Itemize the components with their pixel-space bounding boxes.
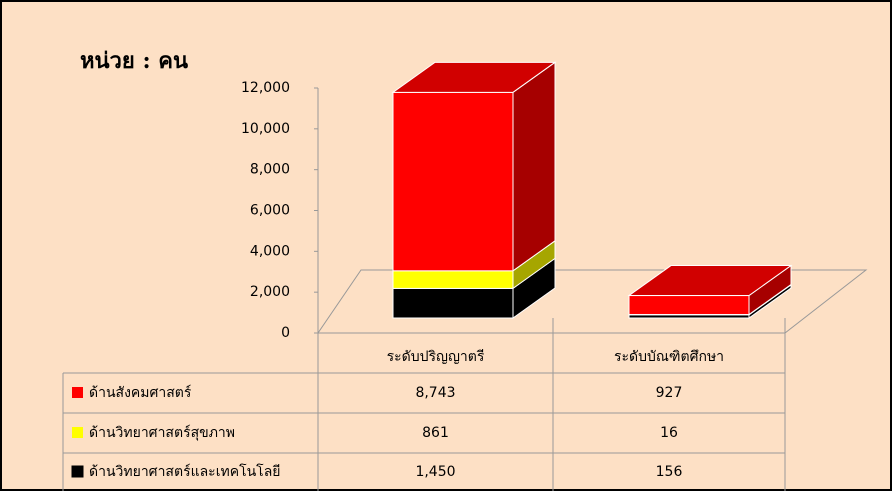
y-tick-label: 0 (281, 325, 290, 341)
y-tick-label: 10,000 (241, 121, 290, 137)
table-value: 927 (656, 385, 683, 401)
y-tick-label: 8,000 (250, 162, 290, 178)
y-tick-label: 4,000 (250, 243, 290, 259)
bar-front (392, 91, 514, 272)
bar-front (392, 287, 514, 319)
table-value: 16 (660, 425, 678, 441)
table-value: 1,450 (415, 464, 455, 480)
x-tick-label: ระดับปริญญาตรี (387, 349, 485, 365)
bar-front (628, 295, 750, 315)
bar-top (391, 61, 557, 93)
chart-title: หน่วย : คน (80, 48, 188, 74)
legend-label: ด้านวิทยาศาสตร์สุขภาพ (89, 424, 235, 441)
bar-top (627, 265, 793, 297)
x-tick-label: ระดับบัณฑิตศึกษา (614, 349, 724, 365)
y-tick-label: 12,000 (241, 80, 290, 96)
y-tick-label: 6,000 (250, 203, 290, 219)
y-tick-label: 2,000 (250, 284, 290, 300)
legend-swatch (71, 465, 84, 478)
legend-swatch (72, 427, 83, 438)
bar-front (392, 270, 514, 289)
table-value: 156 (656, 464, 683, 480)
legend-label: ด้านสังคมศาสตร์ (89, 384, 192, 401)
table-value: 8,743 (415, 385, 455, 401)
legend-label: ด้านวิทยาศาสตร์และเทคโนโลยี (89, 463, 280, 480)
table-value: 861 (422, 425, 449, 441)
legend-swatch (72, 387, 83, 398)
floor (317, 269, 868, 334)
bar-side (512, 61, 556, 272)
